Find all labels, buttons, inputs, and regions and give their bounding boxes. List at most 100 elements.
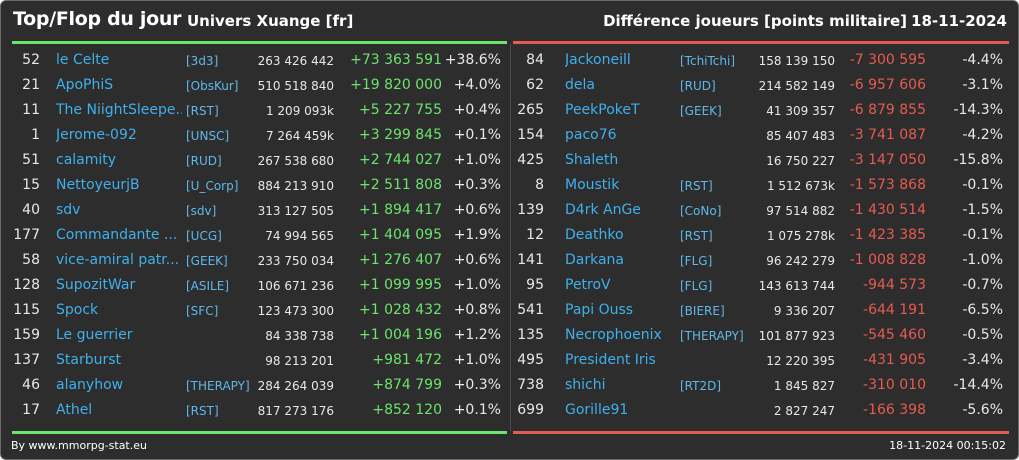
player-points: 106 671 236	[257, 279, 334, 293]
percent-change: +0.4%	[453, 102, 501, 118]
percent-change: +38.6%	[444, 52, 501, 68]
alliance-tag-link[interactable]: [THERAPY]	[680, 329, 744, 343]
player-name-link[interactable]: SupozitWar	[56, 277, 136, 293]
server-name: Univers Xuange [fr]	[187, 12, 354, 30]
player-rank: 265	[517, 102, 544, 118]
player-name-link[interactable]: President Iris	[565, 352, 656, 368]
player-rank: 137	[13, 352, 40, 368]
percent-change: +0.1%	[453, 127, 501, 143]
alliance-tag-link[interactable]: [RST]	[680, 229, 713, 243]
points-difference: +1 028 432	[359, 302, 442, 318]
player-name-link[interactable]: Deathko	[565, 227, 624, 243]
flop-row: 141 Darkana [FLG] 96 242 279 -1 008 828 -1.0%	[513, 248, 1009, 273]
alliance-tag-link[interactable]: [FLG]	[680, 254, 713, 268]
alliance-tag-link[interactable]: [RST]	[186, 104, 219, 118]
points-difference: +1 276 407	[359, 252, 442, 268]
player-points: 74 994 565	[265, 229, 334, 243]
player-name-link[interactable]: Jerome-092	[56, 127, 137, 143]
alliance-tag-link[interactable]: [UCG]	[186, 229, 222, 243]
player-rank: 62	[526, 77, 544, 93]
player-name-link[interactable]: Moustik	[565, 177, 620, 193]
alliance-tag-link[interactable]: [RST]	[680, 179, 713, 193]
player-rank: 17	[22, 402, 40, 418]
player-points: 233 750 034	[257, 254, 334, 268]
alliance-tag-link[interactable]: [THERAPY]	[186, 379, 250, 393]
alliance-tag-link[interactable]: [sdv]	[186, 204, 217, 218]
player-points: 1 845 827	[773, 379, 835, 393]
alliance-tag-link[interactable]: [TchiTchi]	[680, 54, 736, 68]
points-difference: -1 430 514	[849, 202, 926, 218]
alliance-tag-link[interactable]: [3d3]	[186, 54, 219, 68]
points-difference: +981 472	[372, 352, 442, 368]
top-row: 17 Athel [RST] 817 273 176 +852 120 +0.1%	[12, 398, 507, 423]
percent-change: -0.1%	[962, 227, 1003, 243]
points-difference: -1 573 868	[849, 177, 926, 193]
alliance-tag-link[interactable]: [RST]	[186, 404, 219, 418]
player-name-link[interactable]: Necrophoenix	[565, 327, 662, 343]
alliance-tag-link[interactable]: [RUD]	[680, 79, 716, 93]
player-name-link[interactable]: le Celte	[56, 52, 110, 68]
player-points: 16 750 227	[766, 154, 835, 168]
alliance-tag-link[interactable]: [ASILE]	[186, 279, 229, 293]
player-name-link[interactable]: Spock	[56, 302, 99, 318]
player-name-link[interactable]: Papi Ouss	[565, 302, 634, 318]
alliance-tag-link[interactable]: [UNSC]	[186, 129, 230, 143]
player-rank: 51	[22, 152, 40, 168]
alliance-tag-link[interactable]: [GEEK]	[186, 254, 228, 268]
player-name-link[interactable]: Starburst	[56, 352, 122, 368]
player-points: 123 473 300	[257, 304, 334, 318]
points-difference: -3 147 050	[849, 152, 926, 168]
player-name-link[interactable]: PeekPokeT	[565, 102, 640, 118]
percent-change: -4.4%	[962, 52, 1003, 68]
player-name-link[interactable]: Commandante ...	[56, 227, 178, 243]
player-name-link[interactable]: alanyhow	[56, 377, 124, 393]
page-subtitle: Différence joueurs [points militaire]	[603, 12, 907, 30]
player-name-link[interactable]: Darkana	[565, 252, 625, 268]
points-difference: +874 799	[372, 377, 442, 393]
column-divider	[510, 44, 511, 431]
player-name-link[interactable]: ApoPhiS	[56, 77, 114, 93]
player-name-link[interactable]: sdv	[56, 202, 81, 218]
player-points: 1 512 673k	[766, 179, 835, 193]
alliance-tag-link[interactable]: [BIERE]	[680, 304, 725, 318]
player-name-link[interactable]: PetroV	[565, 277, 611, 293]
points-difference: -166 398	[863, 402, 926, 418]
player-name-link[interactable]: NettoyeurjB	[56, 177, 140, 193]
alliance-tag-link[interactable]: [U_Corp]	[186, 179, 239, 193]
percent-change: +1.0%	[453, 277, 501, 293]
player-name-link[interactable]: Jackoneill	[565, 52, 631, 68]
footer-credit: By www.mmorpg-stat.eu	[11, 439, 147, 452]
points-difference: -944 573	[863, 277, 926, 293]
percent-change: -3.4%	[962, 352, 1003, 368]
player-name-link[interactable]: The NiightSleepe...	[56, 102, 182, 118]
alliance-tag-link[interactable]: [ObsKur]	[186, 79, 239, 93]
player-name-link[interactable]: Shaleth	[565, 152, 619, 168]
player-name-link[interactable]: Le guerrier	[56, 327, 133, 343]
player-name-link[interactable]: Athel	[56, 402, 93, 418]
top-losers-list: 84 Jackoneill [TchiTchi] 158 139 150 -7 300 …	[513, 48, 1009, 423]
alliance-tag-link[interactable]: [GEEK]	[680, 104, 722, 118]
player-name-link[interactable]: calamity	[56, 152, 117, 168]
player-points: 9 336 207	[773, 304, 835, 318]
player-name-link[interactable]: Gorille91	[565, 402, 629, 418]
player-name-link[interactable]: D4rk AnGe	[565, 202, 641, 218]
player-name-link[interactable]: paco76	[565, 127, 617, 143]
player-name-link[interactable]: dela	[565, 77, 595, 93]
player-name-link[interactable]: shichi	[565, 377, 606, 393]
points-difference: -6 879 855	[849, 102, 926, 118]
alliance-tag-link[interactable]: [RT2D]	[680, 379, 722, 393]
flop-row: 62 dela [RUD] 214 582 149 -6 957 606 -3.1%	[513, 73, 1009, 98]
player-rank: 115	[13, 302, 40, 318]
percent-change: +0.6%	[453, 252, 501, 268]
player-points: 96 242 279	[766, 254, 835, 268]
points-difference: +2 511 808	[359, 177, 442, 193]
alliance-tag-link[interactable]: [CoNo]	[680, 204, 722, 218]
player-points: 143 613 744	[758, 279, 835, 293]
alliance-tag-link[interactable]: [RUD]	[186, 154, 222, 168]
percent-change: -14.3%	[953, 102, 1003, 118]
percent-change: +1.9%	[453, 227, 501, 243]
alliance-tag-link[interactable]: [FLG]	[680, 279, 713, 293]
percent-change: +1.0%	[453, 152, 501, 168]
alliance-tag-link[interactable]: [SFC]	[186, 304, 219, 318]
player-name-link[interactable]: vice-amiral patr...	[56, 252, 180, 268]
